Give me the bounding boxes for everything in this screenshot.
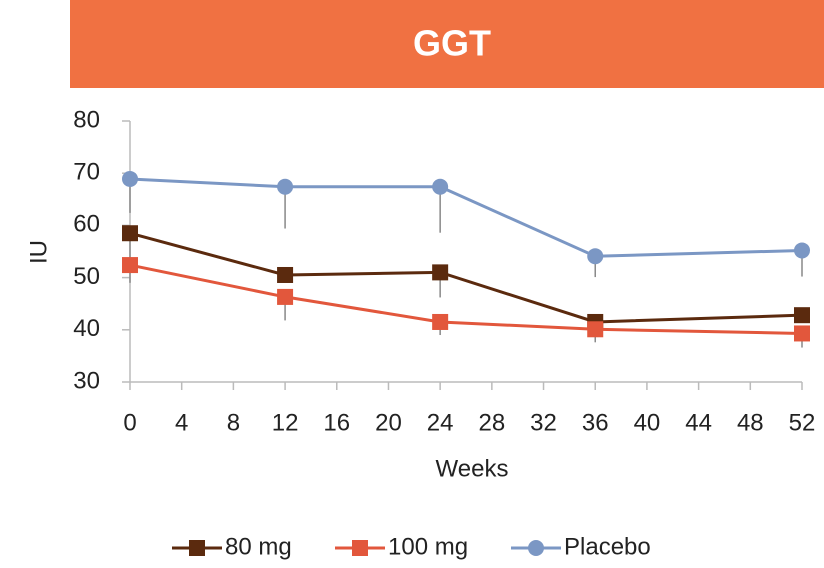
marker [352,540,368,556]
x-tick-label: 16 [323,409,350,436]
y-tick-label: 40 [73,315,100,342]
y-tick-label: 70 [73,159,100,186]
legend-label: 80 mg [225,533,292,560]
marker [587,321,604,338]
x-tick-label: 40 [634,409,661,436]
y-tick-label: 50 [73,263,100,290]
marker [587,248,604,265]
marker [122,170,138,187]
series-line [129,177,803,258]
marker [794,307,810,324]
marker [794,325,810,342]
x-tick-label: 0 [123,409,136,436]
x-tick-label: 20 [375,409,402,436]
x-tick-label: 48 [737,409,764,436]
legend-label: 100 mg [388,533,468,560]
legend-label: Placebo [564,533,651,560]
x-tick-label: 36 [582,409,609,436]
marker [189,540,205,556]
y-tick-label: 30 [73,367,100,394]
y-tick-label: 60 [73,211,100,238]
marker [277,178,294,195]
x-tick-label: 28 [478,409,505,436]
x-tick-label: 24 [427,409,454,436]
marker [432,313,449,330]
marker [794,242,810,259]
x-tick-label: 52 [789,409,816,436]
x-tick-label: 4 [175,409,188,436]
title-bar [70,0,824,88]
marker [432,264,449,281]
y-axis-label: IU [25,240,52,264]
marker [122,225,138,242]
marker [122,257,138,274]
y-tick-label: 80 [73,106,100,133]
chart-title: GGT [413,23,491,64]
marker [432,178,449,195]
marker [277,266,294,283]
x-tick-label: 44 [685,409,712,436]
series-line [129,263,803,335]
x-tick-label: 32 [530,409,557,436]
marker [277,288,294,305]
marker [528,540,544,556]
x-tick-label: 12 [272,409,299,436]
x-axis-label: Weeks [436,455,509,482]
series-line [129,231,803,324]
x-tick-label: 8 [227,409,240,436]
